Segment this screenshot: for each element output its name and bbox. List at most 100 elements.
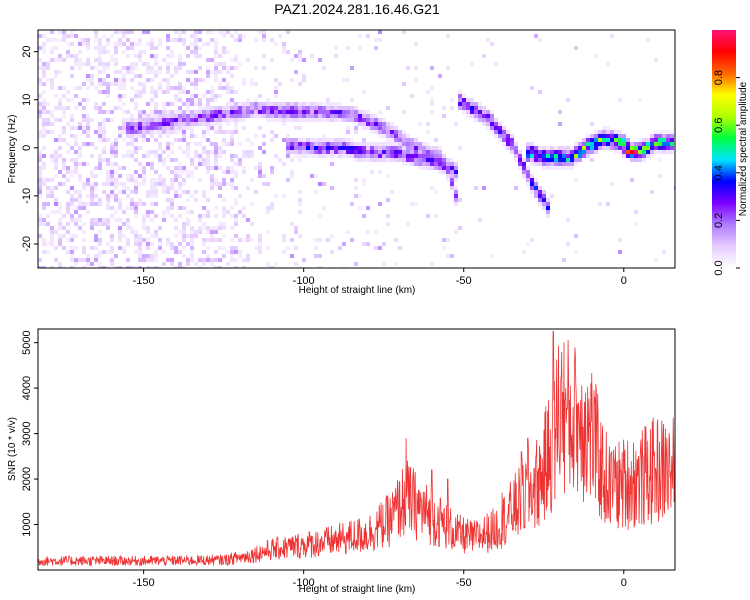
heatmap-cell bbox=[366, 142, 370, 146]
heatmap-cell bbox=[122, 42, 126, 46]
heatmap-cell bbox=[134, 42, 138, 46]
heatmap-cell bbox=[630, 142, 634, 146]
colorbar-tick-label: 0.6 bbox=[713, 118, 725, 133]
heatmap-cell bbox=[534, 146, 538, 150]
heatmap-cell bbox=[434, 214, 438, 218]
heatmap-cell bbox=[354, 114, 358, 118]
heatmap-cell bbox=[242, 34, 246, 38]
heatmap-cell bbox=[98, 218, 102, 222]
heatmap-cell bbox=[186, 210, 190, 214]
heatmap-cell bbox=[270, 102, 274, 106]
heatmap-cell bbox=[254, 190, 258, 194]
heatmap-cell bbox=[94, 218, 98, 222]
heatmap-cell bbox=[330, 150, 334, 154]
heatmap-cell bbox=[130, 42, 134, 46]
heatmap-cell bbox=[174, 194, 178, 198]
heatmap-cell bbox=[218, 30, 222, 34]
heatmap-cell bbox=[158, 118, 162, 122]
heatmap-cell bbox=[354, 130, 358, 134]
heatmap-cell bbox=[214, 178, 218, 182]
heatmap-cell bbox=[50, 130, 54, 134]
heatmap-cell bbox=[250, 142, 254, 146]
heatmap-cell bbox=[218, 150, 222, 154]
heatmap-x-ticks: -150 -100 -50 0 bbox=[133, 268, 627, 287]
heatmap-cell bbox=[330, 250, 334, 254]
heatmap-cell bbox=[350, 118, 354, 122]
heatmap-cell bbox=[162, 78, 166, 82]
heatmap-cell bbox=[150, 78, 154, 82]
heatmap-cell bbox=[486, 122, 490, 126]
heatmap-cell bbox=[670, 134, 674, 138]
heatmap-cell bbox=[522, 166, 526, 170]
heatmap-cell bbox=[430, 98, 434, 102]
heatmap-cell bbox=[110, 206, 114, 210]
heatmap-cell bbox=[522, 170, 526, 174]
heatmap-cell bbox=[182, 114, 186, 118]
heatmap-cell bbox=[378, 38, 382, 42]
heatmap-cell bbox=[202, 122, 206, 126]
heatmap-cell bbox=[298, 210, 302, 214]
snr-series-line bbox=[38, 330, 675, 567]
heatmap-cell bbox=[606, 126, 610, 130]
heatmap-cell bbox=[38, 174, 42, 178]
heatmap-cell bbox=[66, 250, 70, 254]
heatmap-cell bbox=[422, 150, 426, 154]
heatmap-cell bbox=[54, 162, 58, 166]
heatmap-cell bbox=[110, 234, 114, 238]
heatmap-cell bbox=[606, 62, 610, 66]
heatmap-cell bbox=[518, 154, 522, 158]
heatmap-cell bbox=[198, 142, 202, 146]
heatmap-cell bbox=[490, 130, 494, 134]
heatmap-cell bbox=[362, 214, 366, 218]
heatmap-cell bbox=[142, 134, 146, 138]
heatmap-cell bbox=[366, 118, 370, 122]
heatmap-cell bbox=[210, 238, 214, 242]
heatmap-cell bbox=[550, 150, 554, 154]
heatmap-frame bbox=[37, 29, 676, 269]
heatmap-cell bbox=[178, 242, 182, 246]
heatmap-cell bbox=[138, 126, 142, 130]
heatmap-cell bbox=[82, 246, 86, 250]
heatmap-cell bbox=[50, 178, 54, 182]
figure-title: PAZ1.2024.281.16.46.G21 bbox=[274, 1, 440, 17]
heatmap-cell bbox=[478, 110, 482, 114]
heatmap-cell bbox=[58, 218, 62, 222]
heatmap-cell bbox=[178, 146, 182, 150]
heatmap-cell bbox=[98, 110, 102, 114]
heatmap-cell bbox=[266, 210, 270, 214]
heatmap-cell bbox=[406, 134, 410, 138]
heatmap-cell bbox=[582, 146, 586, 150]
heatmap-cell bbox=[134, 170, 138, 174]
heatmap-cell bbox=[486, 38, 490, 42]
heatmap-cell bbox=[438, 150, 442, 154]
heatmap-cell bbox=[294, 126, 298, 130]
heatmap-cell bbox=[202, 150, 206, 154]
heatmap-cell bbox=[262, 142, 266, 146]
heatmap-cell bbox=[70, 250, 74, 254]
heatmap-cell bbox=[166, 110, 170, 114]
heatmap-cell bbox=[330, 186, 334, 190]
heatmap-cell bbox=[594, 142, 598, 146]
heatmap-cell bbox=[102, 134, 106, 138]
heatmap-cell bbox=[190, 34, 194, 38]
heatmap-cell bbox=[214, 238, 218, 242]
heatmap-cell bbox=[226, 122, 230, 126]
heatmap-cell bbox=[286, 246, 290, 250]
heatmap-cell bbox=[182, 230, 186, 234]
heatmap-cell bbox=[358, 158, 362, 162]
heatmap-cell bbox=[282, 114, 286, 118]
heatmap-cell bbox=[142, 62, 146, 66]
heatmap-cell bbox=[410, 202, 414, 206]
heatmap-cell bbox=[390, 146, 394, 150]
heatmap-cell bbox=[206, 138, 210, 142]
heatmap-cell bbox=[482, 106, 486, 110]
heatmap-cell bbox=[142, 218, 146, 222]
heatmap-cell bbox=[114, 42, 118, 46]
heatmap-cell bbox=[126, 266, 130, 268]
heatmap-cell bbox=[490, 114, 494, 118]
heatmap-cell bbox=[394, 142, 398, 146]
heatmap-cell bbox=[430, 154, 434, 158]
heatmap-cell bbox=[86, 98, 90, 102]
heatmap-cell bbox=[94, 258, 98, 262]
heatmap-cell bbox=[446, 158, 450, 162]
